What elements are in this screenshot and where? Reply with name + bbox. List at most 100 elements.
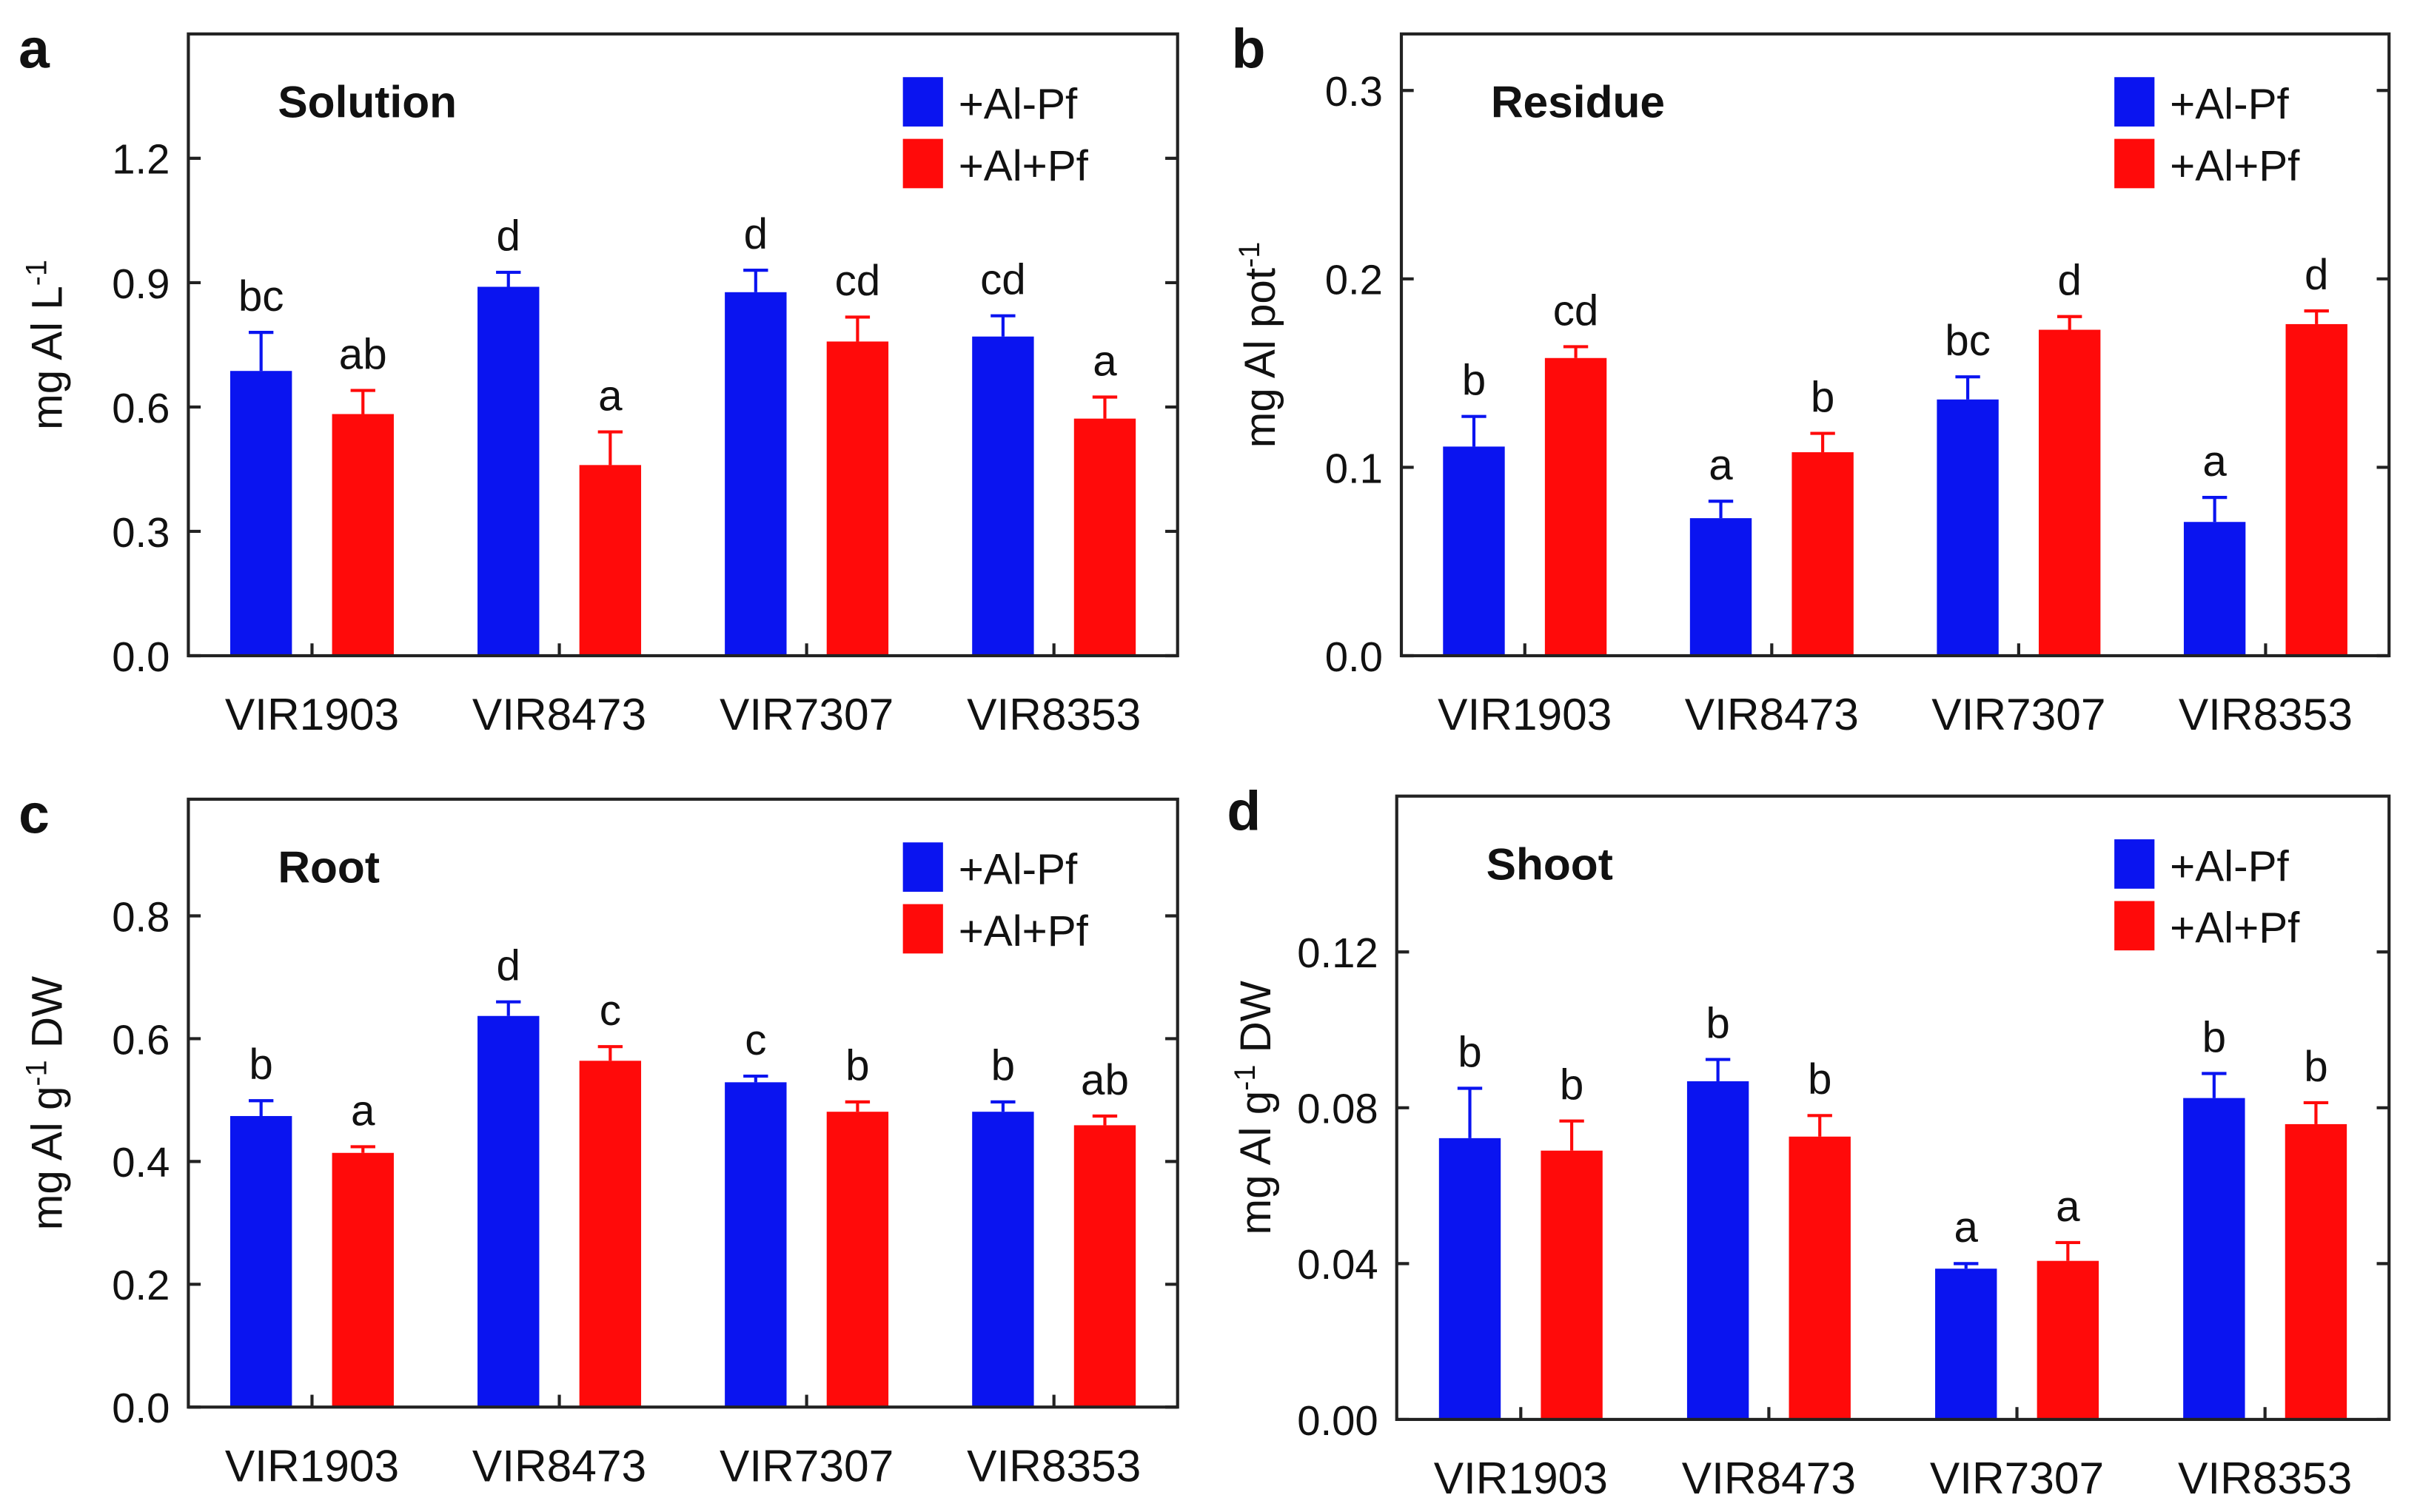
- legend-swatch: [902, 842, 943, 892]
- bar: [1686, 1081, 1749, 1419]
- bar: [1073, 418, 1136, 656]
- bar: [725, 1082, 787, 1408]
- x-tick-label: VIR1903: [1438, 689, 1612, 739]
- x-tick-label: VIR8353: [2178, 1453, 2352, 1503]
- x-tick-label: VIR8473: [472, 1440, 646, 1491]
- y-tick-label: 0.6: [112, 1016, 170, 1063]
- bar: [229, 371, 292, 656]
- y-tick-label: 0.04: [1297, 1241, 1378, 1288]
- panel-title: Shoot: [1486, 839, 1613, 889]
- panel-title: Root: [278, 841, 380, 892]
- y-tick-label: 0.8: [112, 893, 170, 940]
- bar: [972, 336, 1034, 656]
- significance-letter: b: [249, 1041, 272, 1089]
- significance-letter: b: [991, 1042, 1015, 1090]
- significance-letter: d: [497, 941, 520, 989]
- y-axis-label: mg Al L-1: [21, 260, 72, 430]
- bar: [972, 1112, 1034, 1408]
- bar: [2285, 1123, 2347, 1419]
- significance-letter: b: [1706, 999, 1729, 1047]
- significance-letter: a: [2056, 1183, 2080, 1231]
- x-tick-label: VIR7307: [720, 1440, 894, 1491]
- significance-letter: d: [2305, 251, 2328, 299]
- x-tick-label: VIR8353: [2179, 689, 2353, 739]
- significance-letter: a: [1954, 1203, 1979, 1251]
- significance-letter: d: [744, 210, 768, 258]
- bar: [1689, 518, 1752, 656]
- y-tick-label: 0.08: [1297, 1086, 1378, 1132]
- bar: [1935, 1269, 1997, 1419]
- significance-letter: ab: [1081, 1056, 1129, 1104]
- bar: [1443, 446, 1505, 656]
- x-tick-label: VIR8473: [1682, 1453, 1856, 1503]
- y-tick-label: 0.3: [1325, 68, 1383, 115]
- significance-letter: a: [2202, 437, 2227, 485]
- legend-swatch: [902, 904, 943, 954]
- x-tick-label: VIR1903: [1434, 1453, 1608, 1503]
- legend-swatch: [902, 77, 943, 127]
- y-tick-label: 1.2: [112, 136, 170, 183]
- bar: [1544, 357, 1607, 656]
- bar: [477, 286, 540, 656]
- panel-b: bcdVIR1903abVIR8473bcdVIR7307adVIR83530.…: [1232, 18, 2391, 739]
- significance-letter: b: [1808, 1055, 1831, 1103]
- plot-frame: [187, 797, 1179, 1409]
- x-tick-label: VIR7307: [1930, 1453, 2104, 1503]
- y-tick-label: 0.00: [1297, 1397, 1378, 1444]
- bar: [1073, 1125, 1136, 1408]
- bar: [579, 465, 642, 656]
- y-tick-label: 0.1: [1325, 445, 1383, 491]
- significance-letter: b: [2202, 1013, 2226, 1061]
- x-tick-label: VIR8353: [967, 689, 1141, 739]
- y-tick-label: 0.2: [112, 1262, 170, 1308]
- bar: [725, 292, 787, 656]
- y-tick-label: 0.6: [112, 385, 170, 431]
- significance-letter: a: [1709, 441, 1733, 489]
- significance-letter: a: [598, 372, 623, 420]
- legend-label: +Al+Pf: [959, 142, 1089, 190]
- y-tick-label: 0.9: [112, 261, 170, 307]
- y-tick-label: 0.0: [112, 1385, 170, 1431]
- bar: [2183, 522, 2246, 656]
- y-tick-label: 0.4: [112, 1139, 170, 1186]
- panel-letter: c: [19, 783, 50, 845]
- legend-swatch: [902, 138, 943, 189]
- bar: [332, 1152, 394, 1408]
- y-tick-label: 0.3: [112, 509, 170, 556]
- bar: [1791, 452, 1854, 656]
- x-tick-label: VIR7307: [720, 689, 894, 739]
- legend-swatch: [2114, 77, 2155, 127]
- x-tick-label: VIR7307: [1931, 689, 2105, 739]
- significance-letter: ab: [339, 330, 387, 378]
- bar: [1937, 399, 1999, 656]
- significance-letter: cd: [835, 257, 881, 305]
- panel-letter: a: [19, 18, 50, 80]
- x-tick-label: VIR8473: [472, 689, 646, 739]
- bar: [332, 414, 394, 656]
- y-axis-label: mg Al pot-1: [1233, 242, 1284, 448]
- significance-letter: bc: [1945, 317, 1991, 365]
- significance-letter: b: [845, 1042, 869, 1090]
- legend-swatch: [2114, 901, 2155, 951]
- legend-swatch: [2114, 138, 2155, 189]
- significance-letter: b: [2304, 1043, 2327, 1091]
- significance-letter: b: [1462, 356, 1486, 404]
- bar: [2183, 1098, 2245, 1419]
- legend-swatch: [2114, 839, 2155, 889]
- panel-letter: b: [1232, 18, 1266, 80]
- bar: [2037, 1260, 2099, 1419]
- significance-letter: a: [1093, 337, 1117, 385]
- bar: [579, 1061, 642, 1408]
- bar: [826, 341, 889, 656]
- panel-c: b a VIR1903 d c VIR8473 c b VIR7307 b ab VIR8353 0.0…: [19, 783, 1179, 1491]
- panel-title: Solution: [278, 76, 457, 127]
- bar: [1541, 1150, 1603, 1419]
- significance-letter: cd: [980, 256, 1026, 304]
- bar: [1438, 1138, 1501, 1419]
- bar: [229, 1115, 292, 1408]
- legend-label: +Al-Pf: [2170, 81, 2289, 129]
- significance-letter: b: [1458, 1028, 1481, 1076]
- significance-letter: c: [745, 1016, 766, 1064]
- significance-letter: d: [2057, 257, 2081, 305]
